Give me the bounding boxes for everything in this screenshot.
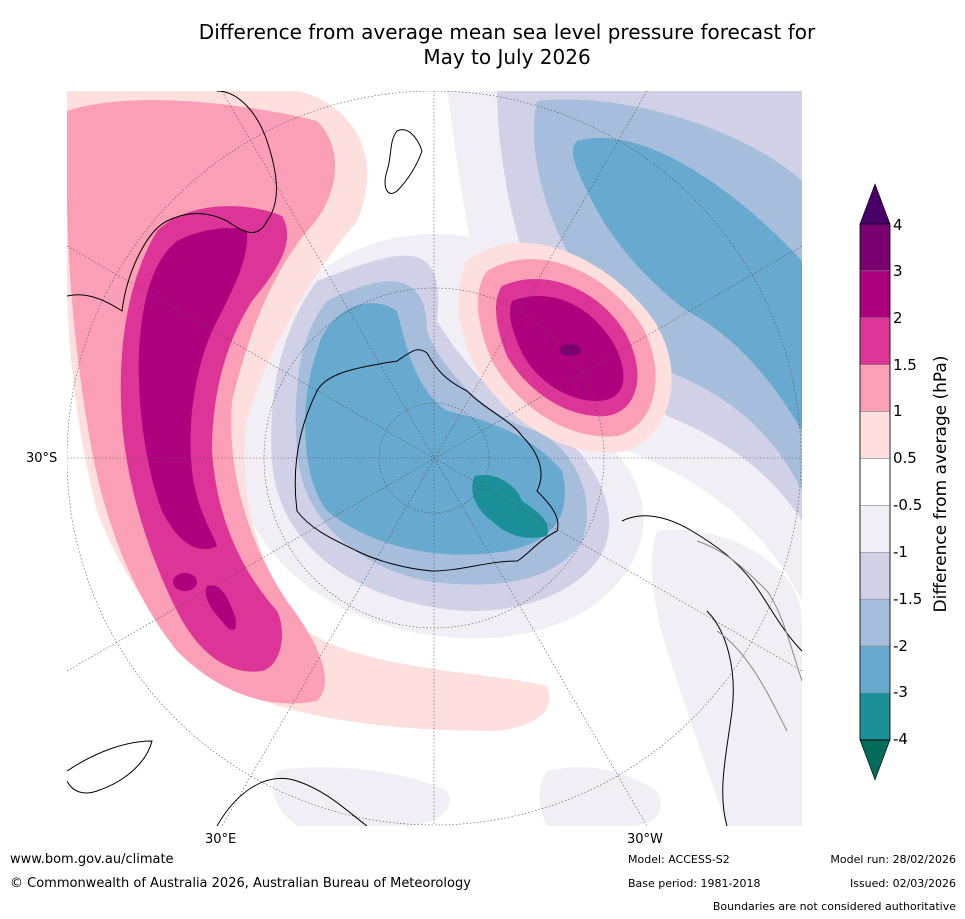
graticule <box>67 91 802 826</box>
longitude-label-30w: 30°W <box>627 832 663 847</box>
colorbar-bin <box>859 598 891 647</box>
base-period: Base period: 1981-2018 <box>628 877 761 890</box>
model-run-date: Model run: 28/02/2026 <box>830 853 956 866</box>
colorbar-tick: 1 <box>893 402 903 420</box>
colorbar-tick: -4 <box>893 730 908 748</box>
colorbar-over-extension <box>859 183 891 225</box>
indian-ocean-high <box>67 91 550 731</box>
colorbar-tick: 2 <box>893 309 903 327</box>
colorbar-bin <box>859 552 891 600</box>
colorbar-title: Difference from average (hPa) <box>931 355 951 613</box>
colorbar-frame <box>859 223 891 741</box>
colorbar-tick: -1.5 <box>893 590 923 608</box>
colorbar-tick: -1 <box>893 543 908 561</box>
south-atlantic-high-core <box>559 344 581 356</box>
pressure-anomaly-map <box>67 91 802 826</box>
colorbar-under-extension <box>859 739 891 781</box>
colorbar-bin <box>859 270 891 319</box>
colorbar-tick: 1.5 <box>893 356 917 374</box>
weddell-sea-low <box>472 475 548 538</box>
boundary-disclaimer: Boundaries are not considered authoritat… <box>712 900 956 913</box>
copyright-text: © Commonwealth of Australia 2026, Austra… <box>10 876 471 891</box>
colorbar-tick: -2 <box>893 637 908 655</box>
colorbar <box>859 183 891 781</box>
title-line-2: May to July 2026 <box>423 45 591 69</box>
colorbar-bin <box>859 223 891 272</box>
colorbar-bin <box>859 692 891 741</box>
colorbar-bin <box>859 364 891 412</box>
model-name: Model: ACCESS-S2 <box>628 853 730 866</box>
colorbar-tick: 0.5 <box>893 449 917 467</box>
map-title: Difference from average mean sea level p… <box>0 20 965 70</box>
issued-date: Issued: 02/03/2026 <box>849 877 956 890</box>
colorbar-tick: -0.5 <box>893 496 923 514</box>
colorbar-bin <box>859 505 891 553</box>
colorbar-tick: 4 <box>893 216 903 234</box>
title-line-1: Difference from average mean sea level p… <box>198 20 816 44</box>
website-link[interactable]: www.bom.gov.au/climate <box>10 852 174 867</box>
colorbar-bin <box>859 645 891 694</box>
latitude-label-30s: 30°S <box>26 451 58 466</box>
colorbar-tick: 3 <box>893 262 903 280</box>
colorbar-bin <box>859 411 891 459</box>
longitude-label-30e: 30°E <box>205 832 237 847</box>
colorbar-tick: -3 <box>893 683 908 701</box>
colorbar-bin <box>859 458 891 506</box>
colorbar-bin <box>859 317 891 365</box>
